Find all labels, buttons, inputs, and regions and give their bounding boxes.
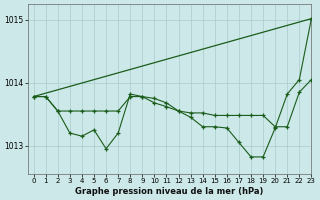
X-axis label: Graphe pression niveau de la mer (hPa): Graphe pression niveau de la mer (hPa)	[75, 187, 264, 196]
